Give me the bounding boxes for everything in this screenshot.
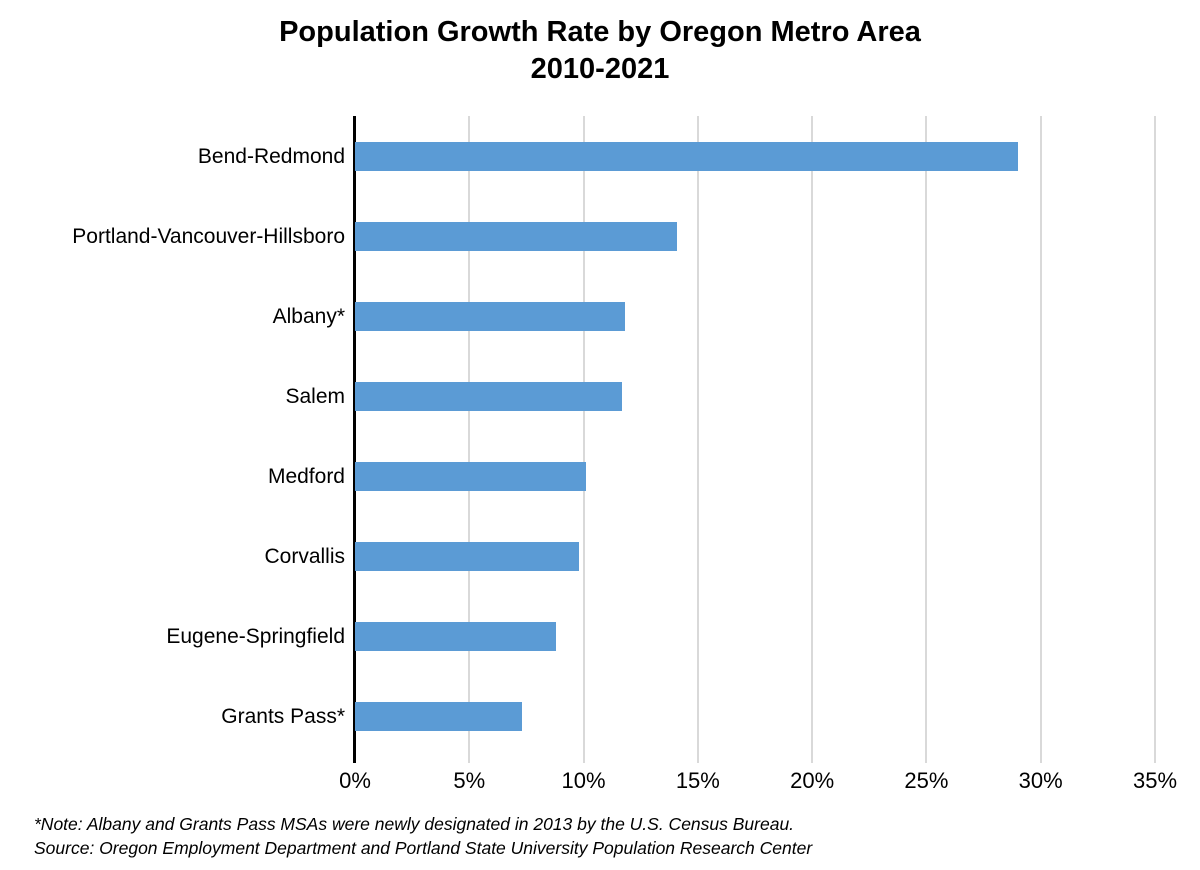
category-label: Salem bbox=[285, 384, 345, 408]
gridline-15 bbox=[696, 116, 699, 763]
category-label: Eugene-Springfield bbox=[166, 625, 345, 649]
bar-salem bbox=[355, 381, 623, 411]
x-axis-tick-label: 5% bbox=[453, 768, 486, 793]
chart-title: Population Growth Rate by Oregon Metro A… bbox=[279, 16, 921, 48]
chart-subtitle: 2010-2021 bbox=[530, 53, 670, 85]
x-axis-tick-label: 20% bbox=[790, 768, 835, 793]
bar-bend-redmond bbox=[355, 141, 1018, 171]
value-axis: 0% 5% 10% 15% 20% 25% 30% 35% bbox=[339, 768, 1177, 798]
bar-medford bbox=[355, 462, 586, 492]
gridline-5 bbox=[468, 116, 471, 763]
chart-title-block: Population Growth Rate by Oregon Metro A… bbox=[0, 14, 1200, 88]
footnote-note: *Note: Albany and Grants Pass MSAs were … bbox=[34, 814, 795, 834]
x-axis-tick-label: 25% bbox=[904, 768, 949, 793]
gridline-30 bbox=[1039, 116, 1042, 763]
category-label: Albany* bbox=[272, 304, 345, 328]
gridline-25 bbox=[925, 116, 928, 763]
x-axis-tick-label: 35% bbox=[1132, 768, 1178, 793]
bar-corvallis bbox=[355, 542, 579, 572]
footnote-block: *Note: Albany and Grants Pass MSAs were … bbox=[34, 812, 1134, 860]
bar-eugene-springfield bbox=[355, 622, 557, 652]
x-axis-tick-label: 0% bbox=[339, 768, 371, 793]
category-label: Medford bbox=[267, 465, 345, 489]
category-axis-line bbox=[353, 116, 356, 763]
category-label: Grants Pass* bbox=[221, 705, 345, 729]
category-label: Portland-Vancouver-Hillsboro bbox=[72, 224, 345, 248]
footnote-source: Source: Oregon Employment Department and… bbox=[34, 838, 813, 858]
gridline-10 bbox=[582, 116, 585, 763]
gridline-35 bbox=[1154, 116, 1156, 763]
x-axis-tick-label: 30% bbox=[1018, 768, 1063, 793]
x-axis-tick-label: 10% bbox=[561, 768, 606, 793]
bar-albany- bbox=[355, 301, 625, 331]
category-label: Bend-Redmond bbox=[197, 144, 345, 168]
gridline-20 bbox=[811, 116, 814, 763]
category-label: Corvallis bbox=[264, 545, 345, 569]
bar-grants-pass- bbox=[355, 702, 522, 732]
x-axis-tick-label: 15% bbox=[675, 768, 720, 793]
bar-portland-vancouver-hillsboro bbox=[355, 221, 678, 251]
plot-area bbox=[353, 116, 1156, 763]
